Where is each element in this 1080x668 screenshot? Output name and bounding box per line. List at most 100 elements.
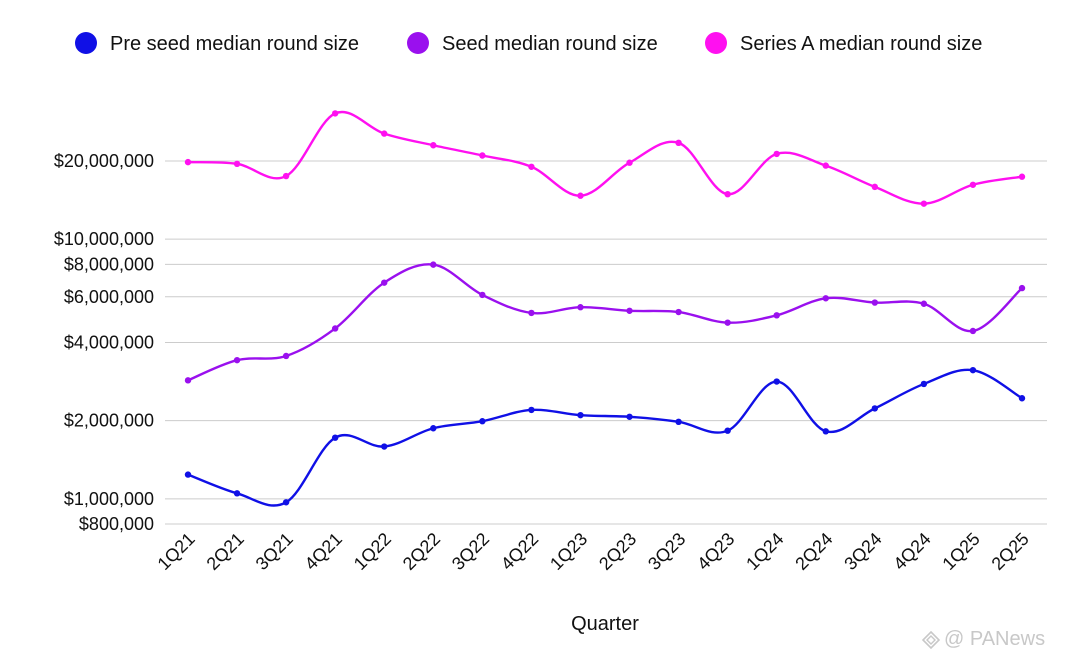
data-point bbox=[1018, 173, 1026, 180]
data-point bbox=[381, 130, 388, 137]
x-tick-label: 2Q24 bbox=[791, 529, 836, 574]
y-tick-label: $800,000 bbox=[79, 514, 154, 534]
data-point bbox=[381, 443, 388, 450]
data-point bbox=[920, 380, 928, 388]
x-tick-label: 3Q22 bbox=[448, 529, 493, 574]
data-point bbox=[626, 413, 633, 420]
series-line-1 bbox=[187, 263, 1023, 382]
y-tick-label: $20,000,000 bbox=[54, 151, 154, 171]
data-point bbox=[184, 158, 192, 166]
data-point bbox=[920, 300, 928, 307]
y-tick-label: $6,000,000 bbox=[64, 287, 154, 307]
data-point bbox=[282, 352, 290, 360]
data-point bbox=[282, 172, 290, 180]
x-tick-label: 2Q22 bbox=[399, 529, 444, 574]
data-point bbox=[822, 162, 829, 169]
data-point bbox=[331, 434, 339, 441]
legend-label: Seed median round size bbox=[442, 33, 658, 55]
series-points bbox=[184, 110, 1026, 506]
data-point bbox=[871, 299, 879, 306]
data-point bbox=[430, 142, 437, 149]
x-axis-title: Quarter bbox=[571, 613, 639, 635]
data-point bbox=[871, 183, 879, 191]
series-line-0 bbox=[187, 368, 1023, 507]
grid-lines bbox=[165, 160, 1047, 525]
data-point bbox=[430, 425, 437, 432]
legend-label: Series A median round size bbox=[740, 33, 982, 55]
watermark: @ PANews bbox=[922, 628, 1045, 651]
data-point bbox=[577, 304, 584, 311]
data-point bbox=[233, 160, 241, 168]
x-tick-label: 4Q24 bbox=[889, 529, 934, 574]
data-point bbox=[675, 308, 682, 316]
x-tick-label: 1Q25 bbox=[938, 529, 983, 574]
x-tick-label: 2Q21 bbox=[203, 529, 248, 574]
data-point bbox=[822, 295, 829, 302]
data-point bbox=[381, 279, 388, 286]
data-point bbox=[528, 406, 535, 414]
data-point bbox=[1018, 395, 1026, 402]
data-point bbox=[724, 319, 731, 326]
x-tick-label: 1Q23 bbox=[546, 529, 591, 574]
legend-label: Pre seed median round size bbox=[110, 33, 359, 55]
y-tick-label: $2,000,000 bbox=[64, 411, 154, 431]
watermark-text: @ PANews bbox=[944, 628, 1046, 650]
data-point bbox=[479, 152, 486, 159]
legend-swatch bbox=[75, 32, 97, 54]
legend-swatch bbox=[705, 32, 727, 54]
y-tick-label: $8,000,000 bbox=[64, 254, 154, 274]
y-tick-label: $1,000,000 bbox=[64, 489, 154, 509]
data-point bbox=[1018, 284, 1026, 292]
panews-logo-icon bbox=[922, 630, 940, 649]
x-tick-label: 3Q24 bbox=[840, 529, 885, 574]
data-point bbox=[577, 411, 584, 419]
data-point bbox=[773, 150, 780, 158]
x-tick-label: 2Q25 bbox=[988, 529, 1033, 574]
data-point bbox=[233, 490, 241, 497]
series-lines bbox=[187, 110, 1023, 507]
data-point bbox=[577, 192, 584, 199]
y-tick-label: $4,000,000 bbox=[64, 333, 154, 353]
data-point bbox=[184, 471, 192, 478]
data-point bbox=[331, 325, 339, 332]
data-point bbox=[528, 309, 535, 317]
data-point bbox=[724, 427, 731, 434]
x-tick-label: 4Q22 bbox=[497, 529, 542, 574]
legend-swatch bbox=[407, 32, 429, 54]
data-point bbox=[479, 291, 486, 299]
x-tick-label: 4Q23 bbox=[693, 529, 738, 574]
data-point bbox=[479, 418, 486, 425]
data-point bbox=[282, 499, 290, 506]
x-tick-label: 1Q21 bbox=[154, 529, 199, 574]
data-point bbox=[871, 405, 879, 412]
data-point bbox=[969, 181, 977, 188]
data-point bbox=[184, 377, 192, 384]
series-line-2 bbox=[187, 110, 1023, 205]
x-tick-label: 1Q22 bbox=[350, 529, 395, 574]
data-point bbox=[920, 200, 928, 207]
data-point bbox=[773, 378, 780, 385]
x-tick-label: 4Q21 bbox=[301, 529, 346, 574]
data-point bbox=[969, 366, 977, 374]
x-tick-label: 3Q21 bbox=[252, 529, 297, 574]
data-point bbox=[969, 327, 977, 335]
data-point bbox=[724, 190, 731, 198]
data-point bbox=[773, 312, 780, 319]
y-tick-label: $10,000,000 bbox=[54, 229, 154, 249]
data-point bbox=[331, 110, 339, 117]
data-point bbox=[626, 307, 633, 314]
data-point bbox=[675, 418, 682, 426]
y-axis-tick-labels: $800,000 $1,000,000 $2,000,000 $4,000,000 $6… bbox=[54, 151, 154, 534]
data-point bbox=[528, 163, 535, 170]
x-tick-label: 2Q23 bbox=[595, 529, 640, 574]
data-point bbox=[675, 139, 682, 147]
x-axis-tick-labels: 1Q21 2Q21 3Q21 4Q21 1Q22 2Q22 3Q22 4Q22 1Q23 2Q23… bbox=[154, 529, 1033, 574]
data-point bbox=[822, 428, 829, 435]
legend: Pre seed median round size Seed median ro… bbox=[75, 32, 982, 55]
data-point bbox=[430, 261, 437, 268]
data-point bbox=[233, 356, 241, 364]
x-tick-label: 3Q23 bbox=[644, 529, 689, 574]
data-point bbox=[626, 159, 633, 166]
x-tick-label: 1Q24 bbox=[742, 529, 787, 574]
